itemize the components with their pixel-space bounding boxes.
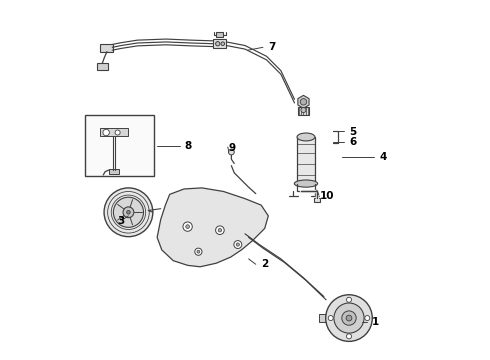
Circle shape (228, 149, 234, 155)
Circle shape (346, 297, 351, 302)
Text: 2: 2 (261, 259, 269, 269)
Circle shape (326, 295, 372, 341)
Circle shape (328, 316, 333, 320)
Bar (319, 315, 326, 321)
Bar (100, 128, 128, 136)
Circle shape (221, 42, 224, 45)
Circle shape (334, 303, 364, 333)
Text: 1: 1 (372, 317, 380, 327)
Circle shape (216, 226, 224, 234)
Text: 5: 5 (349, 127, 356, 136)
Circle shape (197, 250, 200, 253)
Bar (214, 40, 226, 48)
Circle shape (126, 211, 130, 214)
Text: 8: 8 (184, 141, 191, 151)
Circle shape (346, 334, 351, 339)
Ellipse shape (294, 180, 318, 187)
Circle shape (301, 108, 306, 113)
Polygon shape (157, 188, 269, 267)
Bar (216, 32, 223, 37)
Ellipse shape (297, 133, 315, 141)
Circle shape (186, 225, 190, 229)
Circle shape (300, 99, 307, 105)
Circle shape (104, 188, 153, 237)
Polygon shape (298, 95, 309, 108)
Text: 4: 4 (379, 152, 387, 162)
Circle shape (365, 316, 370, 320)
Bar (100, 44, 113, 51)
Circle shape (195, 248, 202, 255)
Bar (297, 137, 315, 184)
Circle shape (183, 222, 192, 231)
Text: 10: 10 (320, 191, 335, 201)
Circle shape (216, 41, 220, 46)
Bar (298, 107, 309, 115)
Bar (85, 116, 153, 176)
Bar (109, 169, 119, 174)
Circle shape (346, 315, 352, 321)
Bar (314, 198, 319, 202)
Circle shape (236, 243, 240, 246)
Text: 7: 7 (269, 42, 276, 52)
Text: 9: 9 (229, 143, 236, 153)
Circle shape (218, 229, 221, 232)
Text: 6: 6 (349, 138, 356, 147)
Circle shape (115, 130, 120, 135)
Circle shape (234, 240, 242, 248)
Circle shape (103, 129, 109, 136)
Circle shape (113, 197, 144, 227)
Circle shape (123, 207, 134, 218)
Bar (97, 63, 108, 69)
Circle shape (342, 311, 356, 325)
Text: 3: 3 (118, 216, 125, 226)
